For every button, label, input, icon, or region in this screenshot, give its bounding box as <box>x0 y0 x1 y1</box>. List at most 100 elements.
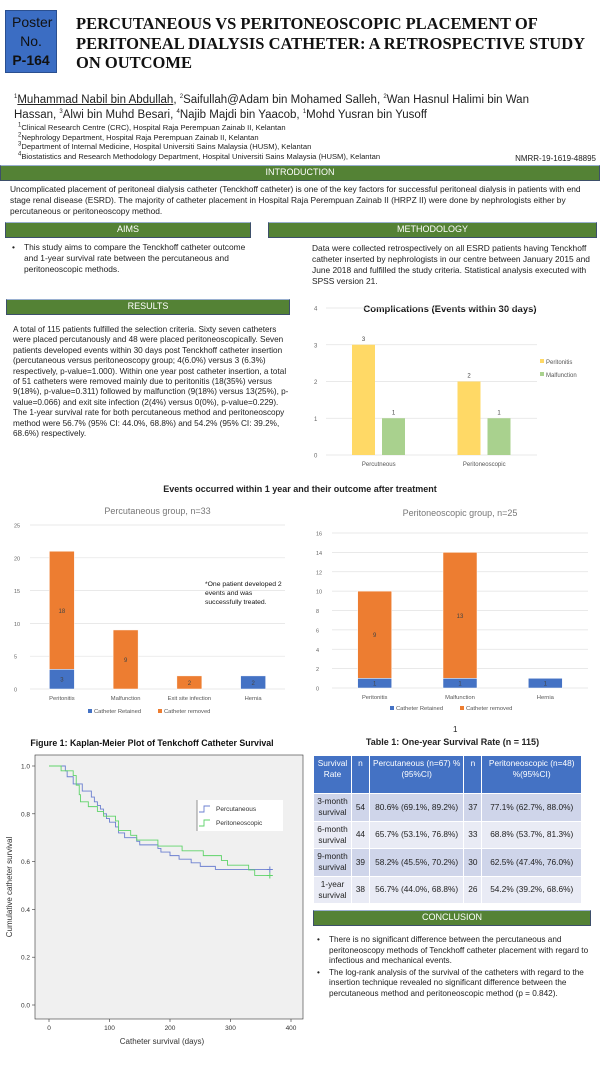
y-tick-label: 1.0 <box>21 764 30 771</box>
table-header: Percutaneous (n=67) %(95%CI) <box>368 755 465 794</box>
y-tick-label: 0 <box>314 454 318 460</box>
table-row: 9-month survival 39 58.2% (45.5%, 70.2%) 30… <box>313 848 582 877</box>
x-tick-label: Exit site infection <box>168 696 212 702</box>
data-label: 2 <box>188 681 192 687</box>
table-cell: 65.7% (53.1%, 76.8%) <box>368 820 465 849</box>
aims-item: This study aims to compare the Tenckhoff… <box>10 242 250 275</box>
table-cell: 39 <box>350 848 370 877</box>
conclusion-list: There is no significant difference betwe… <box>315 935 590 1000</box>
y-tick-label: 12 <box>316 570 322 576</box>
affiliation: 1Clinical Research Centre (CRC), Hospita… <box>18 122 286 132</box>
author-list: 1Muhammad Nabil bin Abdullah, 2Saifullah… <box>14 94 529 121</box>
y-axis-label: Cumulative catheter survival <box>5 837 14 938</box>
affiliation: 4Biostatistics and Research Methodology … <box>18 151 381 161</box>
data-label: 1 <box>373 682 377 688</box>
peritoneoscopic-events-chart: Peritoneoscopic group, n=25 0 2 4 6 8 10 12 14 16… <box>316 508 588 712</box>
chart-title: Percutaneous group, n=33 <box>104 506 210 516</box>
table-caption: Table 1: One-year Survival Rate (n = 115… <box>365 737 540 747</box>
y-tick-label: 0.2 <box>21 955 30 962</box>
legend-swatch <box>540 372 544 376</box>
bar-removed <box>112 629 139 690</box>
x-tick-label: 200 <box>165 1025 176 1032</box>
km-curve-percutaneous <box>49 765 270 870</box>
legend-swatch <box>390 706 394 710</box>
table-cell: 3-month survival <box>313 793 352 822</box>
affiliation: 3Department of Internal Medicine, Hospit… <box>18 141 312 152</box>
survival-table: Survival Rate n Percutaneous (n=67) %(95%C… <box>313 755 582 904</box>
conclusion-item: There is no significant difference betwe… <box>315 935 590 967</box>
x-tick-label: Malfunction <box>111 696 141 702</box>
legend-label: Malfunction <box>546 373 577 379</box>
table-cell: 38 <box>350 875 370 904</box>
legend-line <box>199 805 210 813</box>
data-label: 2 <box>251 681 255 687</box>
table-cell: 26 <box>463 875 483 904</box>
introduction-text: Uncomplicated placement of peritoneal di… <box>10 184 581 216</box>
legend-label: Catheter Retained <box>94 709 141 715</box>
censor-mark <box>266 866 273 873</box>
table-row: 1-year survival 38 56.7% (44.0%, 68.8%) 26 5… <box>313 875 582 904</box>
affiliations: 1Clinical Research Centre (CRC), Hospita… <box>18 122 381 161</box>
author: 3Alwi bin Muhd Besari <box>59 109 171 121</box>
table-cell: 30 <box>463 848 483 877</box>
y-tick-label: 0.6 <box>21 859 30 866</box>
legend-swatch <box>540 359 544 363</box>
nmrr-number: NMRR-19-1619-48895 <box>515 154 596 163</box>
legend-label: Percutaneous <box>216 806 257 813</box>
bar-removed <box>49 550 75 670</box>
plot-area <box>34 754 304 1020</box>
data-label: 9 <box>124 658 128 664</box>
legend-swatch <box>460 706 464 710</box>
bar-peritonitis <box>457 381 481 455</box>
y-tick-label: 10 <box>316 590 322 596</box>
chart-title: Complications (Events within 30 days) <box>363 304 536 315</box>
y-tick-label: 0.0 <box>21 1003 30 1010</box>
table-cell: 80.6% (69.1%, 89.2%) <box>368 793 465 822</box>
affiliation: 2Nephrology Department, Hospital Raja Pe… <box>18 132 259 142</box>
table-row: 6-month survival 44 65.7% (53.1%, 76.8%) 33… <box>313 820 582 849</box>
introduction-heading: INTRODUCTION <box>0 165 600 181</box>
x-tick-label: Peritonitis <box>362 695 388 701</box>
table-cell: 1-year survival <box>313 875 352 904</box>
y-tick-label: 20 <box>14 556 20 562</box>
author: 2Wan Hasnul Halimi bin Wan Hassan <box>14 94 529 121</box>
data-label: 3 <box>362 337 366 343</box>
data-label: 1 <box>544 682 548 688</box>
chart-annotation: *One patient developed 2 events and was … <box>205 581 282 606</box>
x-tick-label: Peritoneoscopic <box>463 462 506 468</box>
poster-number-badge: Poster No. P-164 <box>5 10 57 73</box>
data-label: 3 <box>60 678 64 684</box>
data-label: 1 <box>458 682 462 688</box>
data-label: 2 <box>467 374 471 380</box>
y-tick-label: 16 <box>316 532 322 538</box>
legend-box <box>197 800 283 831</box>
x-tick-label: 300 <box>225 1025 236 1032</box>
censor-mark <box>266 872 273 879</box>
chart-title: Figure 1: Kaplan-Meier Plot of Tenkchoff… <box>30 738 273 748</box>
table-cell: 37 <box>463 793 483 822</box>
y-tick-label: 14 <box>316 551 322 557</box>
y-tick-label: 8 <box>316 609 319 615</box>
table-header: n <box>463 755 483 794</box>
data-label: 1 <box>392 410 396 416</box>
table-header: Peritoneoscopic (n=48) %(95%CI) <box>481 755 582 794</box>
y-tick-label: 0.4 <box>21 907 30 914</box>
y-tick-label: 3 <box>314 343 318 349</box>
table-row: 3-month survival 54 80.6% (69.1%, 89.2%) 37… <box>313 793 582 822</box>
y-tick-label: 15 <box>14 589 20 595</box>
bar-removed <box>442 552 478 679</box>
bar-retained <box>528 678 563 689</box>
bar-peritonitis <box>352 344 375 455</box>
y-tick-label: 5 <box>14 655 17 661</box>
x-axis-label: Catheter survival (days) <box>120 1037 205 1046</box>
legend-label: Peritoneoscopic <box>216 820 263 827</box>
y-tick-label: 10 <box>14 622 20 628</box>
author: 1Muhammad Nabil bin Abdullah <box>14 94 174 106</box>
data-label: 1 <box>497 410 501 416</box>
methodology-text: Data were collected retrospectively on a… <box>312 243 590 286</box>
table-cell: 33 <box>463 820 483 849</box>
table-cell: 77.1% (62.7%, 88.0%) <box>481 793 582 822</box>
results-heading: RESULTS <box>6 299 290 315</box>
data-label: 9 <box>373 633 377 639</box>
legend-swatch <box>88 709 92 713</box>
